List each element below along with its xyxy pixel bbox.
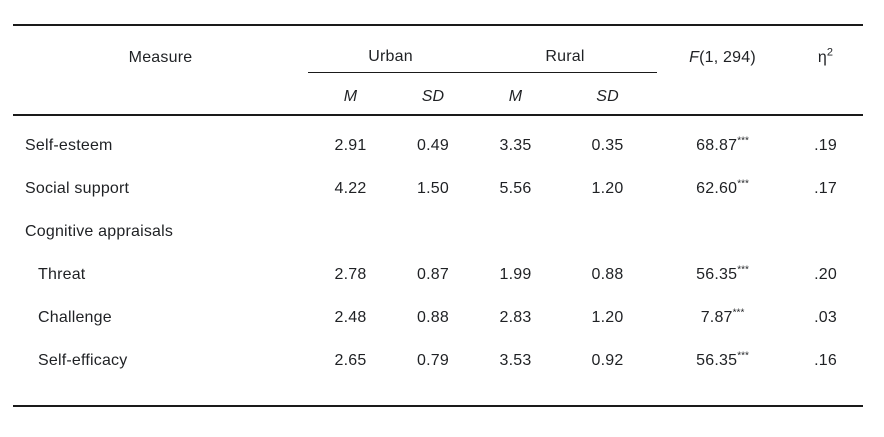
eta-squared-value: .20 [814,265,837,283]
significance-stars: *** [737,350,749,362]
empty-subheader-cell [657,72,789,116]
f-value: 56.35*** [657,339,788,406]
f-value-number: 7.87 [700,308,733,326]
urban-sd-value: 1.50 [417,179,449,197]
anova-results-table: Measure Urban Rural F(1, 294) η2 M SD M … [13,24,864,407]
eta-squared-value: .03 [814,308,837,326]
rural-sd-value [558,210,657,253]
row-label: Self-efficacy [38,351,128,369]
urban-sd-header: SD [393,72,474,116]
f-value: 68.87*** [657,115,788,167]
f-value [657,210,788,253]
f-degrees-of-freedom: (1, 294) [699,48,756,66]
table-row: Self-esteem 2.91 0.49 3.35 0.35 68.87*** .19 [13,115,863,167]
urban-sd-value: 0.49 [417,136,449,154]
f-value-number: 68.87 [696,136,738,154]
table-row: Challenge 2.48 0.88 2.83 1.20 7.87*** .03 [13,296,863,339]
row-label: Social support [25,179,130,197]
eta-squared-header: η2 [788,25,863,73]
significance-stars: *** [737,135,749,147]
f-value-number: 56.35 [696,351,738,369]
rural-sd-value: 1.20 [591,308,624,326]
urban-sd-value: 0.87 [417,265,449,283]
table-header: Measure Urban Rural F(1, 294) η2 M SD M … [13,25,864,116]
rural-sd-header: SD [558,72,658,116]
urban-mean-header: M [308,72,393,116]
row-label: Challenge [38,308,112,326]
table-body: Self-esteem 2.91 0.49 3.35 0.35 68.87*** .19 So… [13,115,863,406]
sub-header-row: M SD M SD [13,72,864,116]
group-header-row: Measure Urban Rural F(1, 294) η2 [13,25,863,73]
empty-subheader-cell [13,72,308,116]
table-row: Self-efficacy 2.65 0.79 3.53 0.92 56.35*** .16 [13,339,863,406]
eta-squared-value: .16 [814,351,837,369]
urban-mean-value: 2.48 [334,308,367,326]
urban-mean-value [308,210,393,253]
rural-mean-value: 1.99 [499,265,532,283]
f-value: 7.87*** [657,296,788,339]
rural-mean-header: M [473,72,559,116]
f-value-number: 62.60 [696,179,738,197]
table-row: Cognitive appraisals [13,210,863,253]
f-statistic-header: F(1, 294) [657,25,788,73]
urban-sd-value: 0.79 [417,351,449,369]
rural-mean-value: 3.35 [499,136,532,154]
significance-stars: *** [732,307,745,319]
rural-mean-value: 3.53 [499,351,532,369]
urban-sd-value [393,210,473,253]
urban-mean-value: 2.78 [334,265,367,283]
eta-symbol: η [817,48,827,66]
rural-sd-value: 0.35 [591,136,624,154]
row-label: Self-esteem [25,136,113,154]
eta-squared-value: .17 [814,179,837,197]
rural-mean-value [473,210,558,253]
significance-stars: *** [737,178,749,190]
measure-column-header: Measure [128,48,193,66]
significance-stars: *** [737,264,749,276]
urban-mean-value: 2.91 [334,136,367,154]
rural-mean-value: 2.83 [499,308,532,326]
f-symbol: F [689,48,700,66]
rural-sd-value: 0.92 [591,351,624,369]
rural-sd-value: 1.20 [591,179,624,197]
eta-squared-value [788,210,863,253]
f-value-number: 56.35 [696,265,738,283]
f-value: 62.60*** [657,167,788,210]
empty-subheader-cell [788,72,864,116]
f-value: 56.35*** [657,253,788,296]
rural-mean-value: 5.56 [499,179,532,197]
rural-group-header: Rural [473,25,658,73]
table-row: Threat 2.78 0.87 1.99 0.88 56.35*** .20 [13,253,863,296]
urban-sd-value: 0.88 [417,308,449,326]
urban-mean-value: 4.22 [334,179,367,197]
table-row: Social support 4.22 1.50 5.56 1.20 62.60*** .1… [13,167,863,210]
row-label: Cognitive appraisals [25,222,174,240]
urban-mean-value: 2.65 [334,351,367,369]
row-label: Threat [38,265,86,283]
urban-group-header: Urban [308,25,474,73]
eta-squared-value: .19 [814,136,837,154]
rural-sd-value: 0.88 [591,265,624,283]
eta-superscript: 2 [826,46,834,59]
